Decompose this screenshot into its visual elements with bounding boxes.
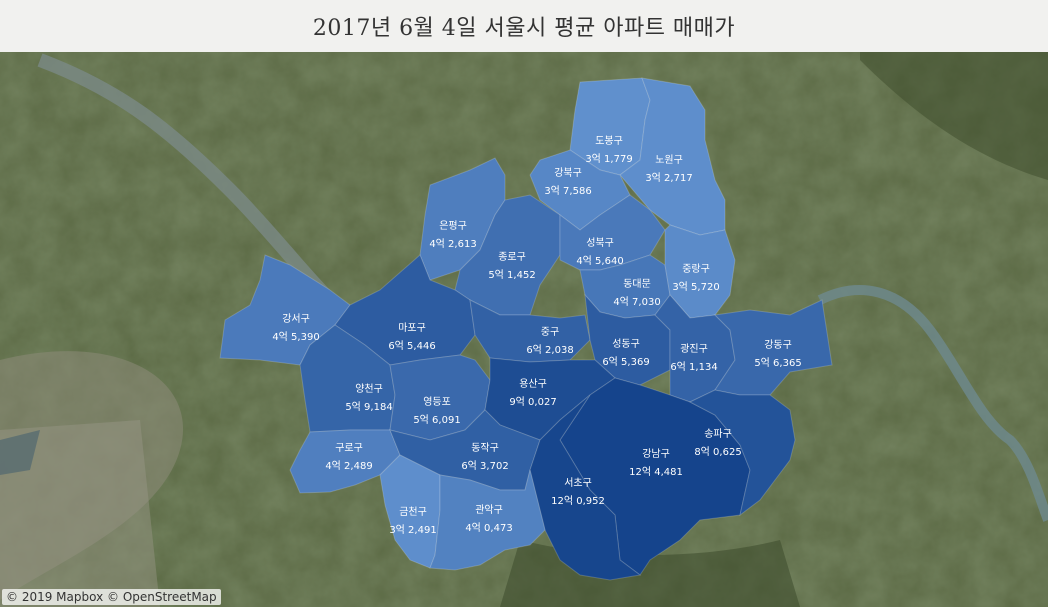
label-gangbuk-value: 3억 7,586: [544, 185, 591, 197]
district-gwanak[interactable]: [429, 469, 546, 571]
district-seocho[interactable]: [529, 394, 642, 581]
label-junggu-value: 6억 2,038: [526, 344, 573, 356]
label-gwangjin-value: 6억 1,134: [670, 361, 717, 373]
district-layer[interactable]: [219, 77, 833, 581]
map-attribution[interactable]: © 2019 Mapbox © OpenStreetMap: [2, 589, 221, 605]
label-dobong-value: 3억 1,779: [585, 153, 632, 165]
district-gangdong[interactable]: [713, 299, 833, 396]
label-dobong-name: 도봉구: [595, 135, 623, 147]
label-guro-value: 4억 2,489: [325, 460, 372, 472]
label-guro-name: 구로구: [335, 443, 363, 454]
page-title: 2017년 6월 4일 서울시 평균 아파트 매매가: [312, 16, 736, 41]
district-seongbuk[interactable]: [559, 194, 666, 271]
label-dongdaemun-name: 동대문: [623, 278, 651, 290]
label-seongbuk-value: 4억 5,640: [576, 255, 623, 267]
label-yangcheon-name: 양천구: [355, 383, 383, 395]
label-gangseo-name: 강서구: [282, 313, 310, 325]
label-seocho-value: 12억 0,952: [551, 495, 605, 507]
label-seongbuk-name: 성북구: [586, 237, 614, 249]
map-svg[interactable]: 도봉구 3억 1,779 노원구 3억 2,717 강북구 3억 7,586 은…: [0, 52, 1048, 607]
label-dongdaemun-value: 4억 7,030: [613, 296, 660, 308]
label-dongjak-value: 6억 3,702: [461, 460, 508, 472]
label-seocho-name: 서초구: [564, 477, 592, 489]
label-eunpyeong-value: 4억 2,613: [429, 238, 476, 250]
label-gwanak-name: 관악구: [475, 504, 503, 516]
label-nowon-value: 3억 2,717: [645, 172, 692, 184]
label-mapo-name: 마포구: [398, 322, 426, 334]
label-dongjak-name: 동작구: [471, 442, 499, 454]
district-guro[interactable]: [289, 429, 401, 494]
label-yangcheon-value: 5억 9,184: [345, 401, 392, 413]
label-seongdong-value: 6억 5,369: [602, 356, 649, 368]
label-gangdong-value: 5억 6,365: [754, 357, 801, 369]
label-yongsan-name: 용산구: [519, 378, 547, 390]
label-yeongdeungpo-name: 영등포: [423, 396, 451, 408]
label-mapo-value: 6억 5,446: [388, 340, 435, 352]
label-gangdong-name: 강동구: [764, 339, 792, 351]
label-geumcheon-value: 3억 2,491: [389, 524, 436, 536]
label-gangbuk-name: 강북구: [554, 167, 582, 179]
label-junggu-name: 중구: [541, 326, 559, 338]
label-jungnang-value: 3억 5,720: [672, 281, 719, 293]
label-gwangjin-name: 광진구: [680, 343, 708, 355]
label-geumcheon-name: 금천구: [399, 506, 427, 518]
district-jungnang[interactable]: [664, 224, 736, 319]
map-view[interactable]: 도봉구 3억 1,779 노원구 3억 2,717 강북구 3억 7,586 은…: [0, 52, 1048, 607]
label-jongno-value: 5억 1,452: [488, 269, 535, 281]
label-jungnang-name: 중랑구: [682, 263, 710, 275]
label-gangnam-value: 12억 4,481: [629, 466, 683, 478]
label-eunpyeong-name: 은평구: [439, 220, 467, 232]
label-gangseo-value: 4억 5,390: [272, 331, 319, 343]
label-nowon-name: 노원구: [655, 154, 683, 166]
district-labels: 도봉구 3억 1,779 노원구 3억 2,717 강북구 3억 7,586 은…: [272, 135, 801, 536]
label-songpa-value: 8억 0,625: [694, 446, 741, 458]
label-seongdong-name: 성동구: [612, 338, 640, 350]
label-songpa-name: 송파구: [704, 428, 732, 440]
district-songpa[interactable]: [688, 389, 796, 517]
title-bar: 2017년 6월 4일 서울시 평균 아파트 매매가: [0, 0, 1048, 52]
label-gwanak-value: 4억 0,473: [465, 522, 512, 534]
district-gangnam[interactable]: [559, 377, 751, 576]
label-yongsan-value: 9억 0,027: [509, 396, 556, 408]
label-yeongdeungpo-value: 5억 6,091: [413, 414, 460, 426]
label-gangnam-name: 강남구: [642, 448, 670, 460]
label-jongno-name: 종로구: [498, 251, 526, 263]
